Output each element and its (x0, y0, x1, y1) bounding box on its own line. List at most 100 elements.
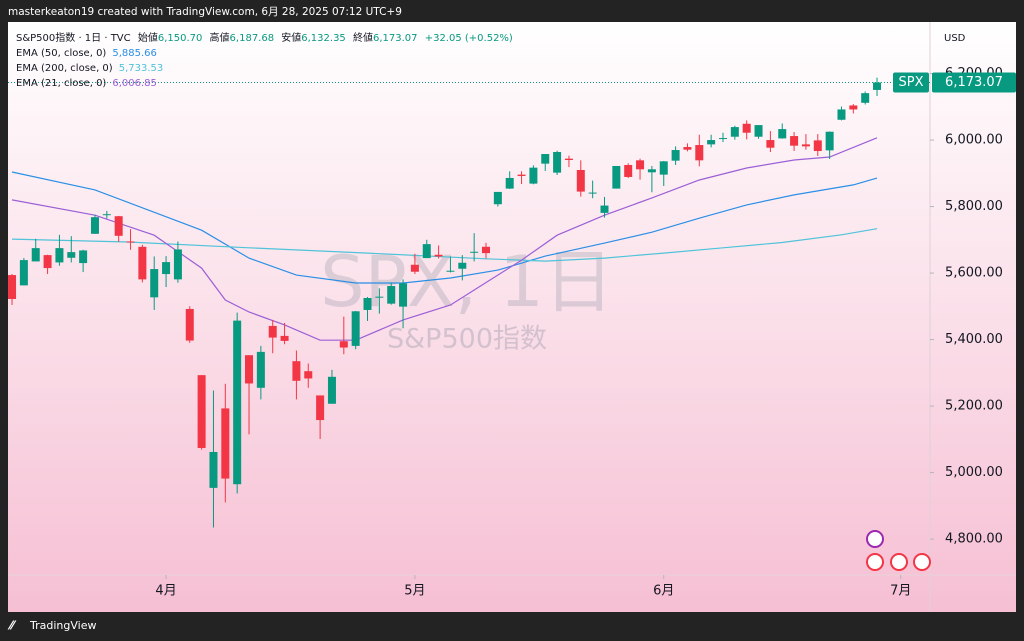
candle-body (837, 109, 846, 120)
candle-body (173, 249, 182, 280)
ohlc-value: 6,173.07 (373, 33, 418, 44)
candle-body (434, 254, 443, 257)
candle-body (505, 177, 514, 189)
candle-body (588, 192, 597, 194)
symbol-tag (893, 72, 929, 93)
candle-body (671, 150, 680, 161)
candle-body (470, 251, 479, 253)
candle-body (316, 395, 325, 421)
candle-body (683, 147, 692, 150)
ohlc-label: 終値 (353, 31, 373, 44)
candle-body (399, 283, 408, 307)
candle-body (754, 125, 763, 137)
ohlc-label: 高値 (210, 31, 230, 44)
axes: 4,800.00 5,000.00 5,200.00 5,400.00 5,600.00… (155, 66, 1003, 598)
ohlc-label: 安値 (281, 31, 301, 44)
y-tick-label: 4,800.00 (945, 532, 1003, 547)
ohlc-value: 6,187.68 (230, 33, 275, 44)
header: S&P500指数 · 1日 · TVC 始値6,150.70 高値6,187.6… (16, 31, 513, 44)
candle-body (31, 248, 40, 262)
candle-body (564, 158, 573, 161)
candle-body (268, 325, 277, 338)
candle-body (529, 167, 538, 184)
candle-body (43, 255, 52, 269)
legend-name: EMA (200, close, 0) (16, 63, 113, 74)
candle-body (600, 205, 609, 213)
candle-body (102, 214, 111, 216)
candle-body (624, 164, 633, 177)
candle-body (162, 262, 171, 275)
candle-body (185, 308, 194, 341)
event-icon[interactable] (913, 553, 931, 571)
candle-body (695, 145, 704, 161)
candle-body (351, 311, 360, 346)
y-tick-label: 5,600.00 (945, 266, 1003, 281)
legend-name: EMA (21, close, 0) (16, 78, 106, 89)
candle-body (541, 154, 550, 164)
candle-body (375, 296, 384, 298)
candle-body (493, 191, 502, 205)
x-tick-label: 4月 (155, 584, 176, 599)
candle-body (718, 138, 727, 140)
ohlc-label: 始値 (138, 31, 158, 44)
candle-body (446, 270, 455, 272)
event-icon[interactable] (866, 530, 884, 548)
event-icon[interactable] (890, 553, 908, 571)
candle-body (221, 408, 230, 479)
candle-body (138, 246, 147, 280)
y-tick-label: 5,000.00 (945, 465, 1003, 480)
candle-body (363, 298, 372, 310)
symbol-tag-label: SPX (899, 75, 924, 90)
candle-body (813, 140, 822, 152)
candle-body (327, 376, 336, 404)
candle-body (422, 244, 431, 259)
candle-body (197, 375, 206, 448)
ema-line (11, 171, 878, 284)
candle-body (126, 241, 135, 243)
x-tick-label: 7月 (890, 584, 911, 599)
candle-body (256, 351, 265, 388)
candle-body (517, 174, 526, 176)
price-tag-label: 6,173.07 (945, 75, 1003, 90)
candle-body (730, 127, 739, 137)
y-tick-label: 6,000.00 (945, 133, 1003, 148)
candle-body (79, 250, 88, 264)
candle-body (647, 169, 656, 173)
candle-body (849, 105, 858, 110)
event-icon[interactable] (866, 553, 884, 571)
brand: TradingView (29, 619, 96, 632)
candle-body (387, 286, 396, 304)
candle-body (150, 269, 159, 298)
candle-body (801, 144, 810, 147)
x-tick-label: 6月 (653, 584, 674, 599)
logo-mark: ⁄⁄ (7, 619, 17, 633)
y-tick-label: 5,400.00 (945, 332, 1003, 347)
legend-entry: EMA (200, close, 0) 5,733.53 (16, 63, 163, 74)
ohlc-value: 6,132.35 (301, 33, 346, 44)
candle-body (742, 123, 751, 133)
change: +32.05 (+0.52%) (425, 33, 513, 44)
legend-entry: EMA (21, close, 0) 6,006.85 (16, 78, 157, 89)
candle-body (114, 216, 123, 236)
candle-body (90, 217, 99, 234)
candle-body (790, 136, 799, 146)
legend: EMA (50, close, 0) 5,885.66 EMA (200, clos… (16, 48, 163, 89)
candle-body (873, 82, 882, 90)
candle-body (707, 140, 716, 145)
candle-body (55, 248, 64, 263)
plot-area (8, 77, 930, 528)
chart-background (8, 22, 1016, 612)
legend-entry: EMA (50, close, 0) 5,885.66 (16, 48, 157, 59)
x-tick-label: 5月 (404, 584, 425, 599)
candle-body (458, 262, 467, 269)
candle-body (861, 93, 870, 103)
candle-body (245, 355, 254, 384)
candle-body (67, 252, 76, 258)
candle-body (659, 161, 668, 175)
candle-body (304, 371, 313, 379)
watermark-subtitle: S&P500指数 (387, 324, 547, 355)
candle-body (280, 335, 289, 341)
candle-body (576, 169, 585, 192)
currency: USD (944, 33, 966, 44)
